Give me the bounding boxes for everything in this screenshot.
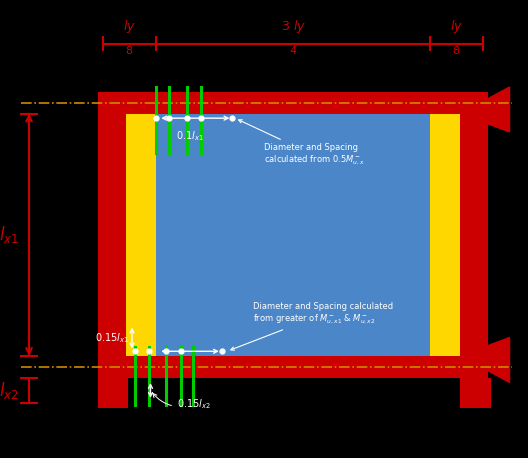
- Text: $l_{x2}$: $l_{x2}$: [0, 380, 19, 401]
- Text: $0.1l_{x1}$: $0.1l_{x1}$: [176, 130, 204, 143]
- Text: Diameter and Spacing
calculated from 0.5$M_{u,x}^-$: Diameter and Spacing calculated from 0.5…: [239, 120, 365, 167]
- Bar: [98, 92, 126, 378]
- Text: $\overline{8}$: $\overline{8}$: [125, 42, 134, 57]
- Text: $\overline{4}$: $\overline{4}$: [288, 42, 298, 57]
- Text: ©lmstatics lessons.blogspot.in: ©lmstatics lessons.blogspot.in: [173, 232, 355, 245]
- Bar: [100, 92, 486, 378]
- Text: $0.15l_{x2}$: $0.15l_{x2}$: [153, 393, 211, 411]
- Text: $\mathit{ly}$: $\mathit{ly}$: [123, 18, 136, 35]
- Bar: [460, 378, 491, 408]
- Bar: [100, 92, 156, 378]
- Polygon shape: [460, 87, 510, 132]
- Text: Diameter and Spacing calculated
from greater of $M_{u,x1}^-$ & $M_{u,x2}^-$: Diameter and Spacing calculated from gre…: [231, 302, 393, 350]
- Text: $l_{x1}$: $l_{x1}$: [0, 224, 19, 245]
- Bar: [98, 92, 488, 114]
- Bar: [98, 378, 128, 408]
- Text: $\mathit{3\ ly}$: $\mathit{3\ ly}$: [280, 18, 306, 35]
- Bar: [430, 92, 486, 378]
- Polygon shape: [460, 338, 510, 382]
- Text: $\mathit{ly}$: $\mathit{ly}$: [450, 18, 463, 35]
- Bar: [460, 92, 488, 378]
- Text: $0.15l_{x1}$: $0.15l_{x1}$: [95, 331, 129, 345]
- Bar: [98, 356, 488, 378]
- Text: $\overline{8}$: $\overline{8}$: [452, 42, 461, 57]
